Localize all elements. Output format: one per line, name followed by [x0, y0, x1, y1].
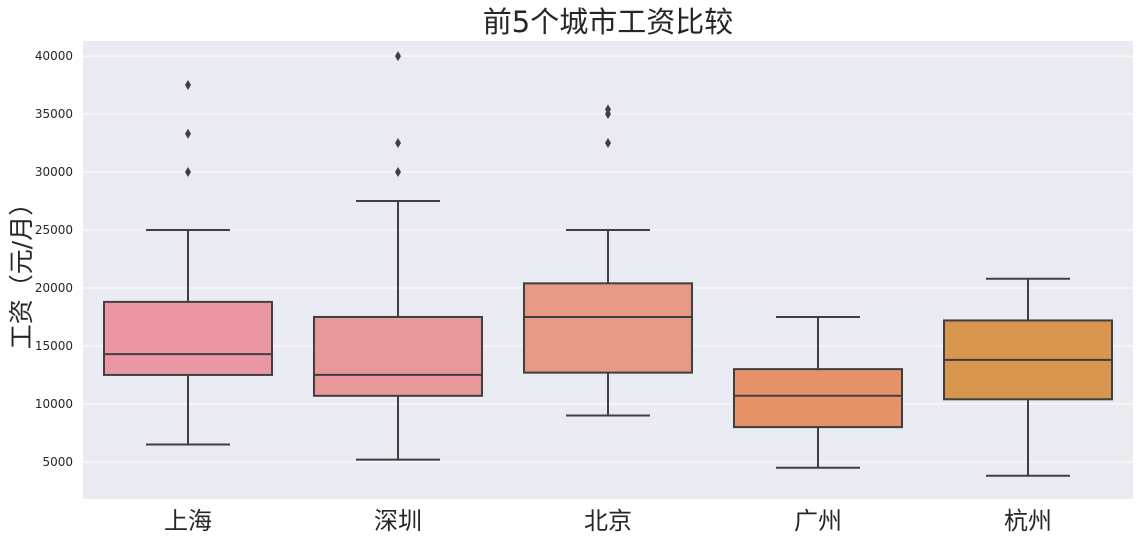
box-2 — [313, 51, 483, 461]
y-tick-label-15000: 15000 — [35, 339, 73, 353]
iqr-box — [313, 315, 483, 397]
x-tick-label-4: 广州 — [794, 507, 842, 535]
outlier-point-2 — [395, 138, 401, 149]
y-tick-label-5000: 5000 — [42, 455, 73, 469]
y-tick-label-35000: 35000 — [35, 107, 73, 121]
x-tick-label-1: 上海 — [164, 507, 212, 535]
boxes — [103, 51, 1113, 477]
outlier-point-3 — [395, 51, 401, 62]
x-tick-label-3: 北京 — [584, 507, 632, 535]
chart-title: 前5个城市工资比较 — [483, 5, 733, 39]
iqr-box — [523, 282, 693, 374]
x-tick-label-2: 深圳 — [374, 507, 422, 535]
y-tick-label-30000: 30000 — [35, 165, 73, 179]
y-tick-label-25000: 25000 — [35, 223, 73, 237]
y-axis-ticks: 5000 10000 15000 20000 25000 30000 35000 40000 — [35, 49, 73, 469]
iqr-box — [733, 368, 903, 429]
outlier-point-1 — [185, 167, 191, 178]
outlier-point-1 — [605, 138, 611, 149]
outlier-point-1 — [395, 167, 401, 178]
outlier-point-3 — [605, 104, 611, 115]
x-axis-ticks: 上海 深圳 北京 广州 杭州 — [164, 507, 1052, 535]
box-1 — [103, 80, 273, 446]
iqr-box — [103, 300, 273, 376]
y-tick-label-10000: 10000 — [35, 397, 73, 411]
box-3 — [523, 104, 693, 417]
box-5 — [943, 277, 1113, 477]
y-tick-label-20000: 20000 — [35, 281, 73, 295]
y-tick-label-40000: 40000 — [35, 49, 73, 63]
outlier-point-2 — [185, 128, 191, 139]
x-tick-label-5: 杭州 — [1004, 507, 1052, 535]
outlier-point-3 — [185, 80, 191, 91]
y-axis-label: 工资（元/月） — [7, 191, 36, 349]
box-4 — [733, 315, 903, 469]
